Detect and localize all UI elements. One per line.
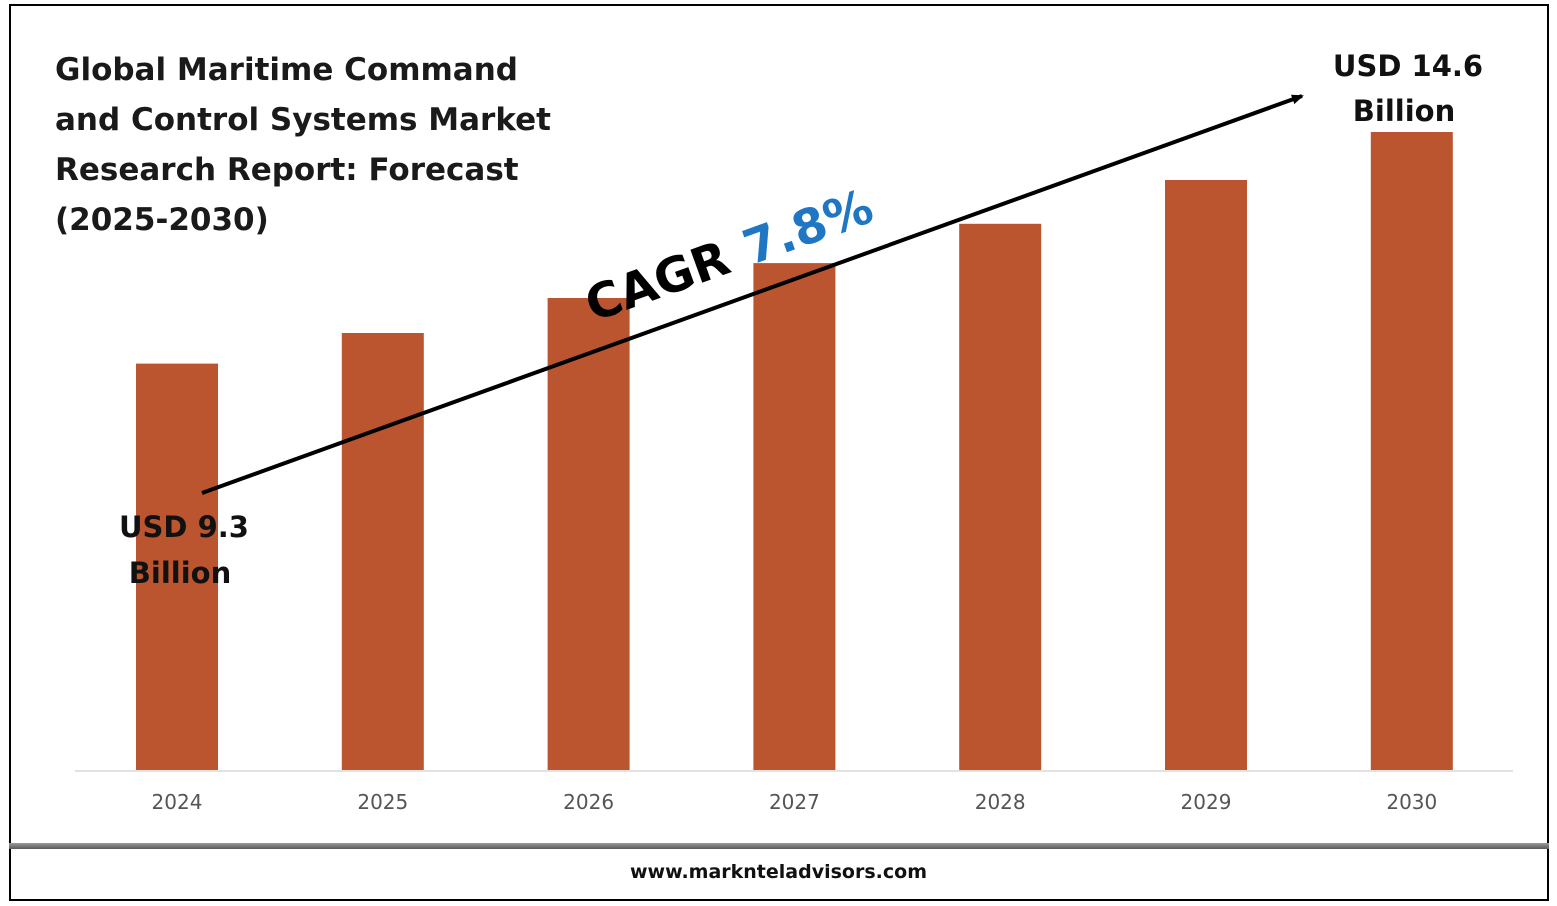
title-line: and Control Systems Market [55, 102, 551, 138]
cagr-value: 7.8% [736, 179, 880, 277]
end-value-line: Billion [1353, 94, 1455, 128]
bar-2025 [341, 333, 424, 770]
x-tick-label: 2027 [769, 790, 820, 814]
start-value-line: USD 9.3 [119, 510, 249, 544]
bar-2027 [753, 263, 836, 770]
start-value-annotation: USD 9.3 Billion [119, 510, 249, 590]
title-line: Research Report: Forecast [55, 152, 519, 188]
end-value-annotation: USD 14.6 Billion [1333, 49, 1483, 128]
website-url: www.marknteladvisors.com [630, 861, 927, 883]
x-tick-label: 2028 [975, 790, 1026, 814]
bar-2024 [136, 363, 218, 770]
bars-group [136, 132, 1453, 771]
title-line: Global Maritime Command [55, 52, 518, 88]
bar-2029 [1165, 180, 1247, 770]
x-tick-label: 2030 [1386, 790, 1437, 814]
x-tick-label: 2025 [357, 790, 408, 814]
bar-2030 [1370, 132, 1453, 770]
x-tick-label: 2026 [563, 790, 614, 814]
cagr-label: CAGR [578, 230, 737, 333]
x-tick-label: 2029 [1181, 790, 1232, 814]
footer-divider [9, 843, 1549, 849]
title-line: (2025-2030) [55, 202, 269, 238]
x-axis-ticks: 2024 2025 2026 2027 2028 2029 2030 [152, 790, 1438, 814]
x-tick-label: 2024 [152, 790, 203, 814]
growth-arrow [201, 94, 1304, 495]
bar-2026 [547, 298, 630, 770]
end-value-line: USD 14.6 [1333, 49, 1483, 83]
bar-2028 [959, 223, 1042, 771]
start-value-line: Billion [129, 556, 231, 590]
chart-title: Global Maritime Command and Control Syst… [55, 52, 551, 238]
